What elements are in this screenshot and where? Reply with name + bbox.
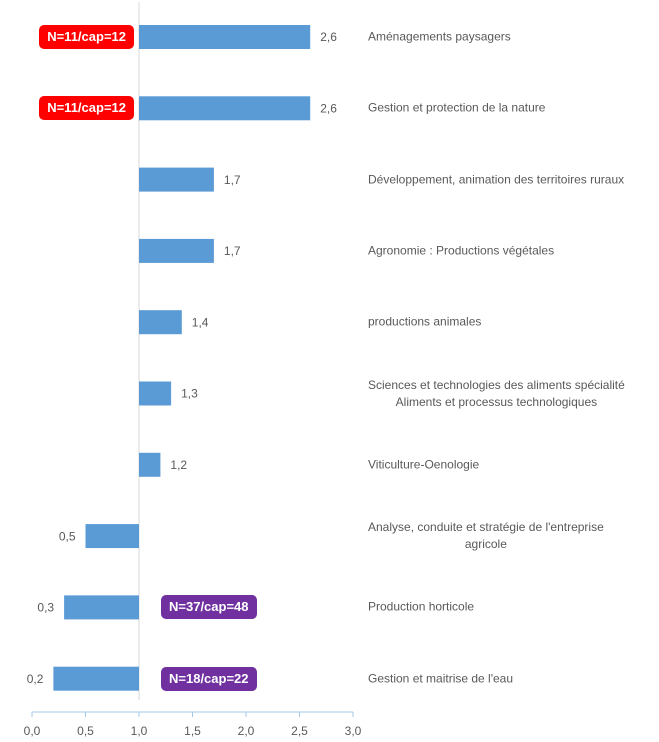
value-label: 1,4 xyxy=(192,315,209,329)
bar xyxy=(53,666,139,691)
bar xyxy=(64,595,139,620)
bar xyxy=(139,96,311,121)
value-label: 0,3 xyxy=(37,601,54,615)
bar xyxy=(139,25,311,49)
category-label: Production horticole xyxy=(368,599,475,614)
x-tick-label: 0,5 xyxy=(77,724,94,738)
bar xyxy=(139,310,182,335)
annotation: N=11/cap=12 xyxy=(39,96,134,121)
value-label: 0,5 xyxy=(59,529,76,543)
x-tick-label: 2,5 xyxy=(291,724,308,738)
bar xyxy=(139,452,161,477)
category-label: productions animales xyxy=(368,314,482,329)
value-label: 2,6 xyxy=(320,101,337,115)
x-tick-label: 1,0 xyxy=(131,724,148,738)
category-label: Développement, animation des territoires… xyxy=(368,172,625,187)
value-label: 2,6 xyxy=(320,30,337,44)
x-tick-label: 1,5 xyxy=(184,724,201,738)
category-label: Sciences et technologies des aliments sp… xyxy=(368,377,625,409)
annotation: N=37/cap=48 xyxy=(161,595,257,620)
annotation: N=18/cap=22 xyxy=(161,666,257,691)
category-label: Gestion et protection de la nature xyxy=(368,100,546,115)
bar xyxy=(85,524,139,549)
category-label: Aménagements paysagers xyxy=(368,29,511,44)
value-label: 1,2 xyxy=(170,458,187,472)
category-label: Agronomie : Productions végétales xyxy=(368,243,555,258)
value-label: 0,2 xyxy=(27,672,44,686)
value-label: 1,3 xyxy=(181,387,198,401)
value-label: 1,7 xyxy=(224,173,241,187)
bar xyxy=(139,238,214,263)
category-label: Gestion et maitrise de l'eau xyxy=(368,671,514,686)
value-label: 1,7 xyxy=(224,244,241,258)
category-label: Viticulture-Oenologie xyxy=(368,457,480,472)
annotation: N=11/cap=12 xyxy=(39,25,134,49)
x-tick-label: 2,0 xyxy=(238,724,255,738)
x-tick-label: 0,0 xyxy=(24,724,41,738)
bar xyxy=(139,167,214,192)
bar xyxy=(139,381,172,406)
x-tick-label: 3,0 xyxy=(345,724,362,738)
category-label: Analyse, conduite et stratégie de l'entr… xyxy=(368,520,604,552)
